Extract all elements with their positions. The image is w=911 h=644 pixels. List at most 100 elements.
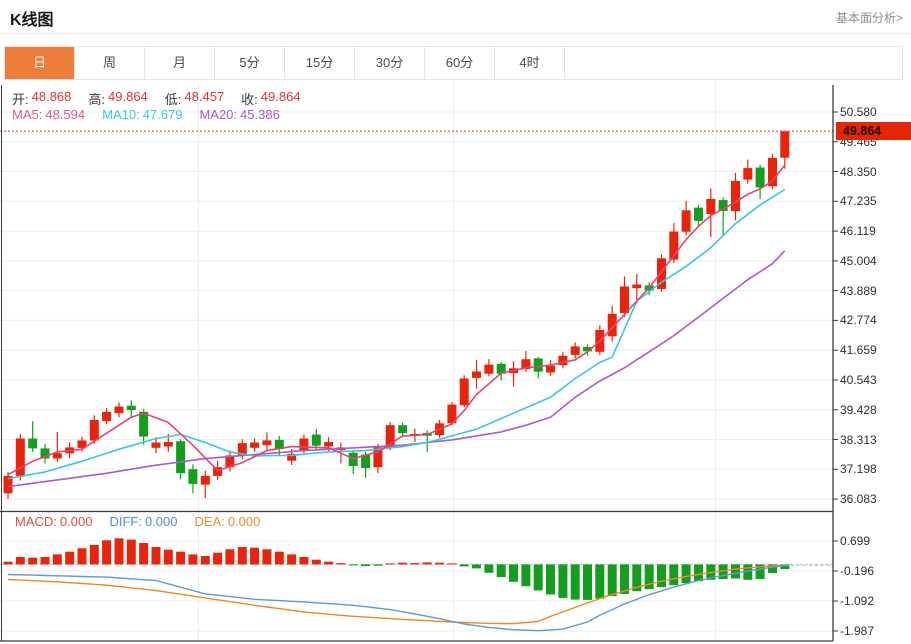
diff-legend: DIFF: 0.000 xyxy=(109,514,177,529)
candle-body xyxy=(694,207,703,221)
candle-body xyxy=(237,443,247,456)
header-divider xyxy=(0,33,911,34)
candle-body xyxy=(3,475,13,494)
candle-body xyxy=(299,438,309,451)
axis-tick-label: 37.198 xyxy=(840,462,877,476)
candle-body xyxy=(755,167,765,188)
candle-body xyxy=(287,453,297,461)
candle-body xyxy=(669,231,679,260)
candle-body xyxy=(139,411,149,437)
dea-label: DEA: xyxy=(194,514,225,529)
candle-body xyxy=(546,365,555,373)
dea-legend: DEA: 0.000 xyxy=(194,514,260,529)
macd-bar xyxy=(632,564,642,592)
axis-tick-label: 43.889 xyxy=(840,284,877,298)
ohlc-high: 高: 49.864 xyxy=(88,89,147,108)
macd-bar xyxy=(681,564,691,584)
tab-日[interactable]: 日 xyxy=(5,47,75,79)
macd-bar xyxy=(385,563,395,565)
ma5-legend: MA5: 48.594 xyxy=(12,107,85,122)
macd-bar xyxy=(595,564,605,599)
tab-月[interactable]: 月 xyxy=(145,47,215,79)
ohlc-open-label: 开: xyxy=(12,92,29,107)
macd-bar xyxy=(40,557,50,565)
candle-body xyxy=(213,467,223,476)
macd-bar xyxy=(583,564,592,600)
candle-body xyxy=(373,447,383,468)
fundamental-analysis-link[interactable]: 基本面分析> xyxy=(835,11,903,25)
axis-tick-label: 47.235 xyxy=(840,194,877,208)
dea-value: 0.000 xyxy=(227,514,261,529)
axis-tick-label: 38.313 xyxy=(840,433,877,447)
macd-bar xyxy=(410,563,420,565)
ma10-value: 47.679 xyxy=(142,107,183,122)
macd-bar xyxy=(570,564,580,600)
macd-bar xyxy=(287,554,297,565)
period-tabbar: 日周月 5分 15分 30分 60分 4时 xyxy=(4,46,903,80)
macd-bar xyxy=(200,556,210,565)
macd-bar xyxy=(509,564,518,582)
macd-bar xyxy=(447,563,457,565)
macd-bar xyxy=(422,562,432,565)
candle-body xyxy=(52,453,62,459)
candle-body xyxy=(718,200,728,211)
candle-body xyxy=(77,440,87,448)
candle-body xyxy=(250,442,260,448)
diff-label: DIFF: xyxy=(109,514,142,529)
axis-tick-label: 39.428 xyxy=(840,403,877,417)
axis-tick-label: 46.119 xyxy=(840,224,876,238)
ma20-value: 45.386 xyxy=(240,107,280,122)
candle-body xyxy=(706,199,716,214)
candle-body xyxy=(361,454,371,468)
ohlc-close: 收: 49.864 xyxy=(241,89,300,108)
axis-tick-label: 36.083 xyxy=(840,492,877,506)
macd-bar xyxy=(52,554,62,565)
tab-15分[interactable]: 15分 xyxy=(285,47,355,79)
tab-60分[interactable]: 60分 xyxy=(425,47,495,79)
macd-legend: MACD: 0.000 DIFF: 0.000 DEA: 0.000 xyxy=(15,514,277,529)
macd-bar xyxy=(274,551,284,565)
ma-lines xyxy=(7,164,786,488)
candle-body xyxy=(620,286,629,314)
tab-30分[interactable]: 30分 xyxy=(355,47,425,79)
last-price-tag: 49.864 xyxy=(836,122,911,140)
macd-bar xyxy=(521,564,531,587)
macd-bar xyxy=(139,543,149,565)
page-title: K线图 xyxy=(10,12,54,29)
gridlines xyxy=(0,82,833,641)
macd-bar xyxy=(324,561,334,565)
axis-tick-label: 0.699 xyxy=(840,534,871,548)
macd-bar xyxy=(213,552,223,565)
macd-bar xyxy=(188,554,198,565)
macd-bar xyxy=(77,548,87,565)
tab-4时[interactable]: 4时 xyxy=(495,47,565,79)
candle-body xyxy=(114,406,124,414)
candle-body xyxy=(40,448,50,459)
ma5-label: MA5: xyxy=(12,107,43,122)
candle-body xyxy=(225,455,235,468)
axis-tick-label: 50.580 xyxy=(840,105,877,119)
axis-tick-label: 45.004 xyxy=(840,254,877,268)
diff-value: 0.000 xyxy=(144,514,178,529)
diff-line xyxy=(7,564,785,632)
axis-tick-label: 41.659 xyxy=(840,343,877,357)
candle-body xyxy=(521,359,531,370)
tab-周[interactable]: 周 xyxy=(75,47,145,79)
ohlc-low-label: 低: xyxy=(164,92,182,107)
ohlc-high-label: 高: xyxy=(88,92,106,107)
candle-body xyxy=(632,284,642,289)
macd-bar xyxy=(620,564,629,594)
candle-body xyxy=(558,355,568,366)
macd-bar xyxy=(533,564,543,591)
macd-bar xyxy=(299,557,309,565)
ohlc-low-value: 48.457 xyxy=(184,89,225,104)
tab-5分[interactable]: 5分 xyxy=(215,47,285,79)
macd-bar xyxy=(176,551,186,565)
axis-tick-label: -0.196 xyxy=(840,564,875,578)
candle-body xyxy=(188,469,198,484)
macd-bar xyxy=(151,547,161,565)
candle-body xyxy=(447,404,457,424)
ohlc-close-label: 收: xyxy=(241,92,258,107)
